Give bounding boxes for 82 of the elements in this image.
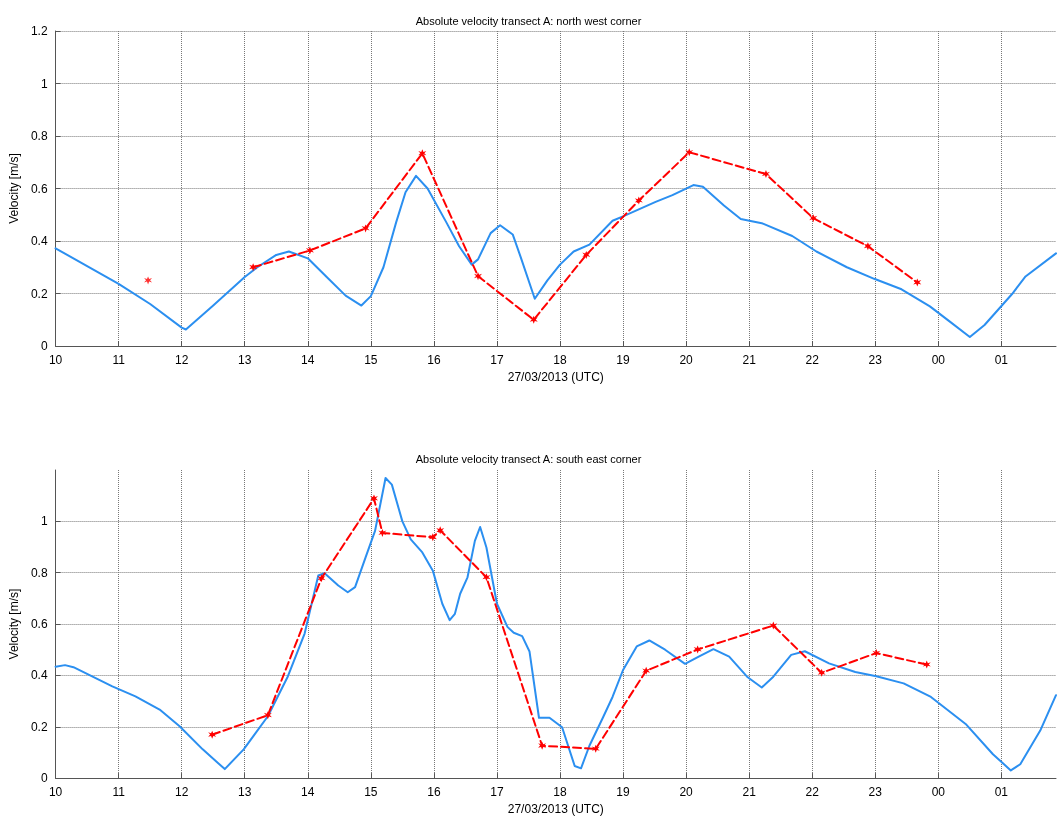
x-tick-label: 17 bbox=[490, 353, 504, 367]
x-tick-label: 20 bbox=[679, 785, 694, 800]
x-tick-label: 10 bbox=[48, 785, 63, 800]
point bbox=[361, 224, 370, 233]
y-axis-title: Velocity [m/s] bbox=[7, 588, 21, 660]
point bbox=[769, 621, 778, 630]
x-tick-label: 00 bbox=[931, 353, 946, 367]
point bbox=[685, 148, 694, 157]
y-tick-label: 0 bbox=[40, 771, 48, 786]
point bbox=[817, 668, 826, 677]
x-tick-label: 16 bbox=[427, 785, 441, 800]
y-tick-label: 0.8 bbox=[30, 129, 48, 143]
x-tick-label: 11 bbox=[112, 785, 126, 800]
y-tick-label: 0.6 bbox=[30, 617, 48, 632]
y-tick-label: 0.8 bbox=[30, 565, 48, 580]
x-tick-label: 20 bbox=[679, 353, 694, 367]
point bbox=[369, 494, 378, 503]
x-tick-label: 15 bbox=[364, 785, 378, 800]
point bbox=[809, 214, 818, 223]
x-tick-label: 15 bbox=[364, 353, 378, 367]
point bbox=[249, 263, 258, 272]
y-tick-label: 1 bbox=[40, 514, 48, 529]
point bbox=[863, 242, 872, 251]
y-tick-label: 1.2 bbox=[30, 24, 48, 38]
point bbox=[642, 666, 651, 675]
point bbox=[582, 250, 591, 259]
y-tick-label: 0.4 bbox=[30, 234, 48, 248]
x-tick-label: 19 bbox=[616, 785, 631, 800]
y-tick-label: 1 bbox=[40, 76, 48, 91]
x-tick-label: 01 bbox=[994, 785, 1009, 800]
point bbox=[634, 196, 643, 205]
chart-title: Absolute velocity transect A: south east corner bbox=[415, 452, 642, 465]
x-tick-label: 22 bbox=[805, 785, 820, 800]
y-axis-title: Velocity [m/s] bbox=[7, 153, 21, 224]
x-tick-label: 18 bbox=[553, 353, 567, 367]
x-tick-label: 14 bbox=[301, 353, 315, 367]
point bbox=[418, 149, 427, 158]
point bbox=[913, 278, 922, 287]
x-tick-label: 13 bbox=[238, 353, 252, 367]
point bbox=[693, 645, 702, 654]
point bbox=[378, 528, 387, 537]
line-series bbox=[54, 174, 1057, 339]
point bbox=[317, 574, 326, 583]
x-tick-label: 14 bbox=[301, 785, 315, 800]
line-series bbox=[54, 476, 1057, 772]
y-tick-label: 0.4 bbox=[30, 668, 48, 683]
x-tick-label: 10 bbox=[48, 353, 63, 367]
x-tick-label: 21 bbox=[742, 353, 757, 367]
x-tick-label: 23 bbox=[868, 353, 883, 367]
point bbox=[761, 170, 770, 179]
x-tick-label: 00 bbox=[931, 785, 946, 800]
point bbox=[872, 649, 881, 658]
x-axis-title: 27/03/2013 (UTC) bbox=[507, 802, 604, 816]
point bbox=[263, 711, 272, 720]
point bbox=[591, 744, 600, 753]
x-axis-title: 27/03/2013 (UTC) bbox=[507, 369, 604, 384]
x-tick-label: 11 bbox=[112, 353, 126, 367]
x-tick-label: 23 bbox=[868, 785, 883, 800]
y-tick-label: 0.2 bbox=[30, 286, 48, 301]
x-tick-label: 19 bbox=[616, 353, 631, 367]
point bbox=[482, 573, 491, 582]
x-tick-label: 18 bbox=[553, 785, 567, 800]
point bbox=[538, 741, 547, 750]
point bbox=[922, 660, 931, 669]
x-tick-label: 12 bbox=[175, 353, 189, 367]
y-tick-label: 0.2 bbox=[30, 719, 48, 734]
point bbox=[529, 315, 538, 324]
x-tick-label: 01 bbox=[994, 353, 1009, 367]
point bbox=[208, 730, 217, 739]
x-tick-label: 13 bbox=[238, 785, 252, 800]
chart-title: Absolute velocity transect A: north west corner bbox=[415, 14, 642, 27]
x-tick-label: 12 bbox=[175, 785, 189, 800]
y-tick-label: 0.6 bbox=[30, 181, 48, 196]
x-tick-label: 21 bbox=[742, 785, 757, 800]
y-tick-label: 0 bbox=[40, 339, 48, 353]
point bbox=[144, 276, 153, 285]
point bbox=[428, 533, 437, 542]
point bbox=[436, 526, 445, 535]
x-tick-label: 17 bbox=[490, 785, 504, 800]
x-tick-label: 22 bbox=[805, 353, 820, 367]
x-tick-label: 16 bbox=[427, 353, 441, 367]
point bbox=[305, 246, 314, 255]
